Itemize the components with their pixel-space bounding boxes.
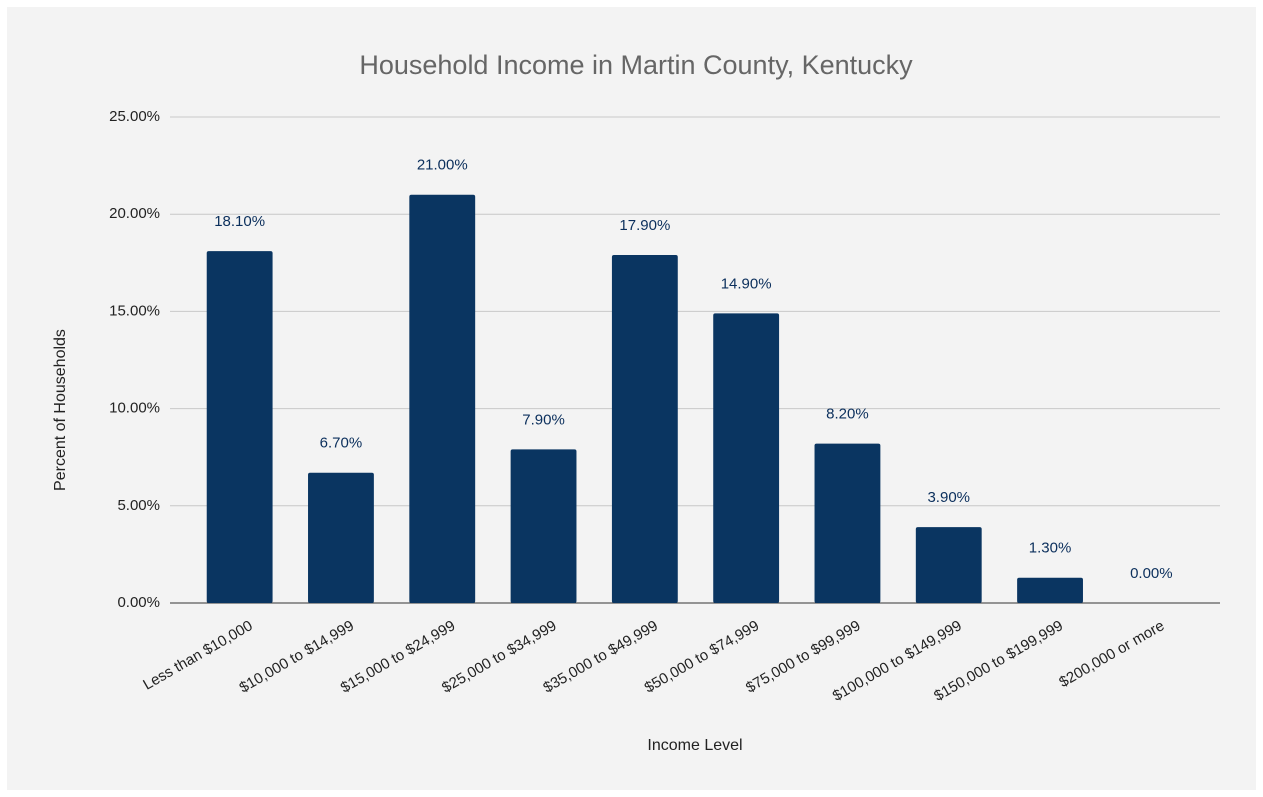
bar [814,443,881,603]
bar [510,449,577,603]
y-axis-title: Percent of Households [52,329,69,491]
value-label: 7.90% [522,411,565,428]
bar [611,255,678,604]
y-tick-label: 15.00% [109,302,160,319]
bar [308,472,374,603]
value-label: 17.90% [619,217,670,234]
bar [409,194,476,603]
value-label: 18.10% [214,213,265,230]
value-label: 0.00% [1130,565,1173,582]
y-tick-label: 10.00% [109,400,160,417]
y-tick-label: 0.00% [117,594,160,611]
value-label: 14.90% [721,275,772,292]
bar [1017,577,1083,603]
bar [206,251,273,604]
value-label: 6.70% [320,435,363,452]
bar [713,313,780,603]
value-label: 21.00% [417,157,468,174]
value-label: 1.30% [1029,540,1072,557]
value-label: 8.20% [826,406,869,423]
chart-title: Household Income in Martin County, Kentu… [359,50,913,80]
y-tick-label: 25.00% [109,108,160,125]
y-tick-label: 20.00% [109,205,160,222]
bar [915,527,982,603]
x-axis-title: Income Level [647,737,742,754]
y-tick-label: 5.00% [117,497,160,514]
value-label: 3.90% [927,489,970,506]
